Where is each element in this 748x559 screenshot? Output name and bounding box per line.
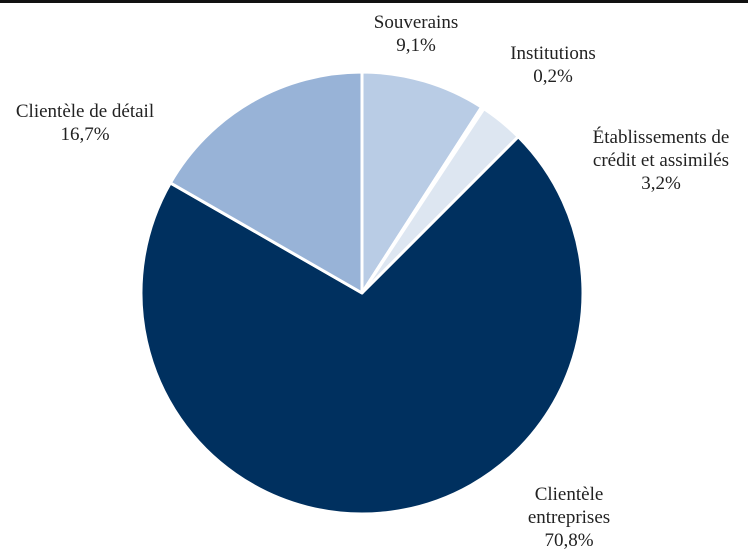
slice-name-label: Établissements de: [593, 126, 730, 148]
slice-value-label: 16,7%: [60, 124, 109, 145]
slice-name-label: entreprises: [528, 507, 610, 528]
label-clientele-entreprises: Clientèle entreprises 70,8%: [528, 484, 610, 551]
slice-name-label: Souverains: [374, 12, 458, 33]
pie-labels: Souverains 9,1% Institutions 0,2% Établissem…: [16, 12, 729, 551]
slice-value-label: 70,8%: [544, 530, 593, 551]
slice-clientele-detail: [168, 70, 364, 295]
slice-value-label: 0,2%: [533, 66, 573, 87]
slice-name-label: crédit et assimilés: [593, 150, 729, 171]
label-institutions: Institutions 0,2%: [510, 43, 596, 87]
label-clientele-detail: Clientèle de détail 16,7%: [16, 101, 154, 145]
slice-name-label: Clientèle: [535, 484, 604, 505]
slice-name-label: Institutions: [510, 43, 596, 64]
slice-value-label: 9,1%: [396, 35, 436, 56]
slice-name-label: Clientèle de détail: [16, 101, 154, 122]
label-etablissements-credit: Établissements de crédit et assimilés 3,2%: [593, 126, 730, 194]
slice-souverains: [360, 70, 484, 295]
top-border-line: [0, 0, 748, 3]
pie-slices: [139, 70, 585, 516]
label-souverains: Souverains 9,1%: [374, 12, 458, 56]
slice-value-label: 3,2%: [641, 173, 681, 194]
